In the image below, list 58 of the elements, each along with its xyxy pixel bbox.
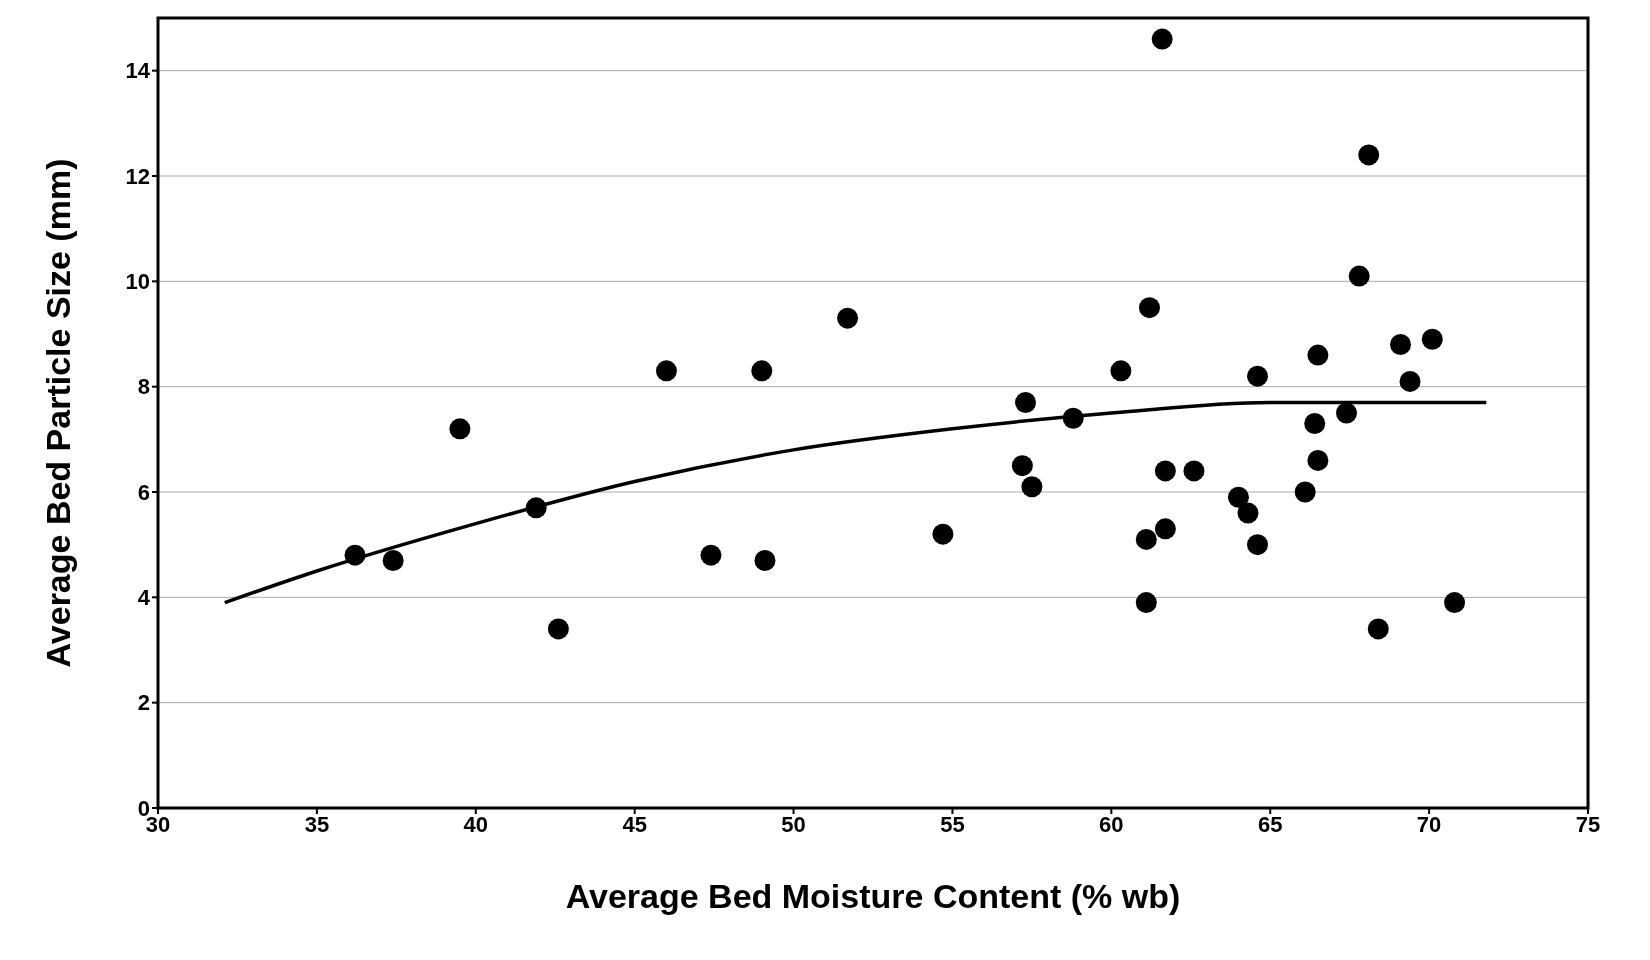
point	[1358, 144, 1380, 166]
point	[837, 307, 859, 329]
point	[1421, 328, 1443, 350]
x-tick-label: 70	[1416, 811, 1442, 837]
y-tick-label: 8	[137, 374, 150, 400]
point	[754, 549, 776, 571]
point	[1367, 618, 1389, 640]
point	[1154, 518, 1176, 540]
point	[1348, 265, 1370, 287]
point	[1138, 297, 1160, 319]
point	[1237, 502, 1259, 524]
point	[1135, 528, 1157, 550]
point	[1335, 402, 1357, 424]
point	[700, 544, 722, 566]
y-tick-label: 6	[137, 479, 150, 505]
point	[1247, 534, 1269, 556]
point	[655, 360, 677, 382]
y-tick-label: 12	[125, 163, 150, 189]
point	[1151, 28, 1173, 50]
x-tick-label: 45	[622, 811, 647, 837]
point	[1307, 344, 1329, 366]
point	[932, 523, 954, 545]
point	[525, 497, 547, 519]
y-tick-label: 2	[137, 690, 150, 716]
point	[1135, 592, 1157, 614]
y-axis-title: Average Bed Particle Size (mm)	[39, 158, 78, 668]
point	[1227, 486, 1249, 508]
point	[1015, 391, 1037, 413]
point	[449, 418, 471, 440]
point	[547, 618, 569, 640]
point	[1062, 407, 1084, 429]
point	[1154, 460, 1176, 482]
y-tick-label: 4	[137, 585, 151, 611]
x-tick-label: 50	[781, 811, 806, 837]
x-axis-title: Average Bed Moisture Content (% wb)	[565, 877, 1181, 915]
point	[1307, 449, 1329, 471]
point	[1399, 370, 1421, 392]
line-series	[222, 400, 1489, 605]
point	[1390, 334, 1412, 356]
point	[1021, 476, 1043, 498]
x-tick-label: 40	[463, 811, 489, 837]
x-tick-label: 75	[1575, 811, 1601, 837]
y-tick-label: 14	[125, 58, 151, 84]
x-tick-label: 35	[304, 811, 330, 837]
point	[344, 544, 366, 566]
x-tick-label: 55	[940, 811, 965, 837]
y-tick-label: 10	[125, 269, 150, 295]
point	[751, 360, 773, 382]
point	[1110, 360, 1132, 382]
point	[1304, 413, 1326, 435]
point	[1183, 460, 1205, 482]
point	[1247, 365, 1269, 387]
x-tick-label: 60	[1099, 811, 1124, 837]
point	[1011, 455, 1033, 477]
x-tick-label: 65	[1257, 811, 1283, 837]
point	[1444, 592, 1466, 614]
point	[382, 549, 404, 571]
point	[1294, 481, 1316, 503]
